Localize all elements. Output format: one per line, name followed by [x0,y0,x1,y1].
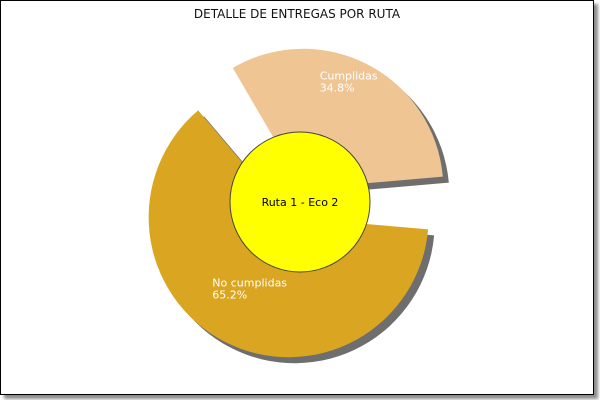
center-label: Ruta 1 - Eco 2 [262,196,339,209]
slice-percent-0: 34.8% [320,81,355,94]
slice-label-1: No cumplidas [212,277,287,290]
center-circle [229,131,371,273]
slice-label-0: Cumplidas [320,69,378,82]
slice-percent-1: 65.2% [212,289,247,302]
chart-title: DETALLE DE ENTREGAS POR RUTA [193,7,401,21]
